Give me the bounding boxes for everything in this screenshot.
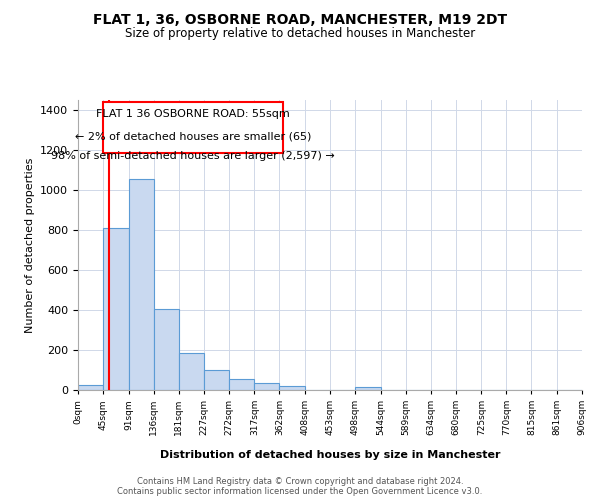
Text: FLAT 1, 36, OSBORNE ROAD, MANCHESTER, M19 2DT: FLAT 1, 36, OSBORNE ROAD, MANCHESTER, M1… bbox=[93, 12, 507, 26]
Text: Size of property relative to detached houses in Manchester: Size of property relative to detached ho… bbox=[125, 28, 475, 40]
Bar bbox=[254, 383, 280, 390]
Bar bbox=[179, 353, 204, 390]
Bar bbox=[103, 102, 283, 153]
Bar bbox=[103, 228, 128, 390]
Text: Contains public sector information licensed under the Open Government Licence v3: Contains public sector information licen… bbox=[118, 486, 482, 496]
Text: 98% of semi-detached houses are larger (2,597) →: 98% of semi-detached houses are larger (… bbox=[51, 152, 335, 162]
Bar bbox=[229, 379, 254, 390]
Bar bbox=[280, 386, 305, 390]
Bar bbox=[128, 179, 154, 390]
Y-axis label: Number of detached properties: Number of detached properties bbox=[25, 158, 35, 332]
Text: Contains HM Land Registry data © Crown copyright and database right 2024.: Contains HM Land Registry data © Crown c… bbox=[137, 476, 463, 486]
Bar bbox=[355, 387, 380, 390]
Bar bbox=[154, 309, 179, 390]
Text: Distribution of detached houses by size in Manchester: Distribution of detached houses by size … bbox=[160, 450, 500, 460]
Text: ← 2% of detached houses are smaller (65): ← 2% of detached houses are smaller (65) bbox=[74, 131, 311, 141]
Text: FLAT 1 36 OSBORNE ROAD: 55sqm: FLAT 1 36 OSBORNE ROAD: 55sqm bbox=[96, 110, 290, 120]
Bar bbox=[78, 385, 103, 390]
Bar bbox=[204, 370, 229, 390]
